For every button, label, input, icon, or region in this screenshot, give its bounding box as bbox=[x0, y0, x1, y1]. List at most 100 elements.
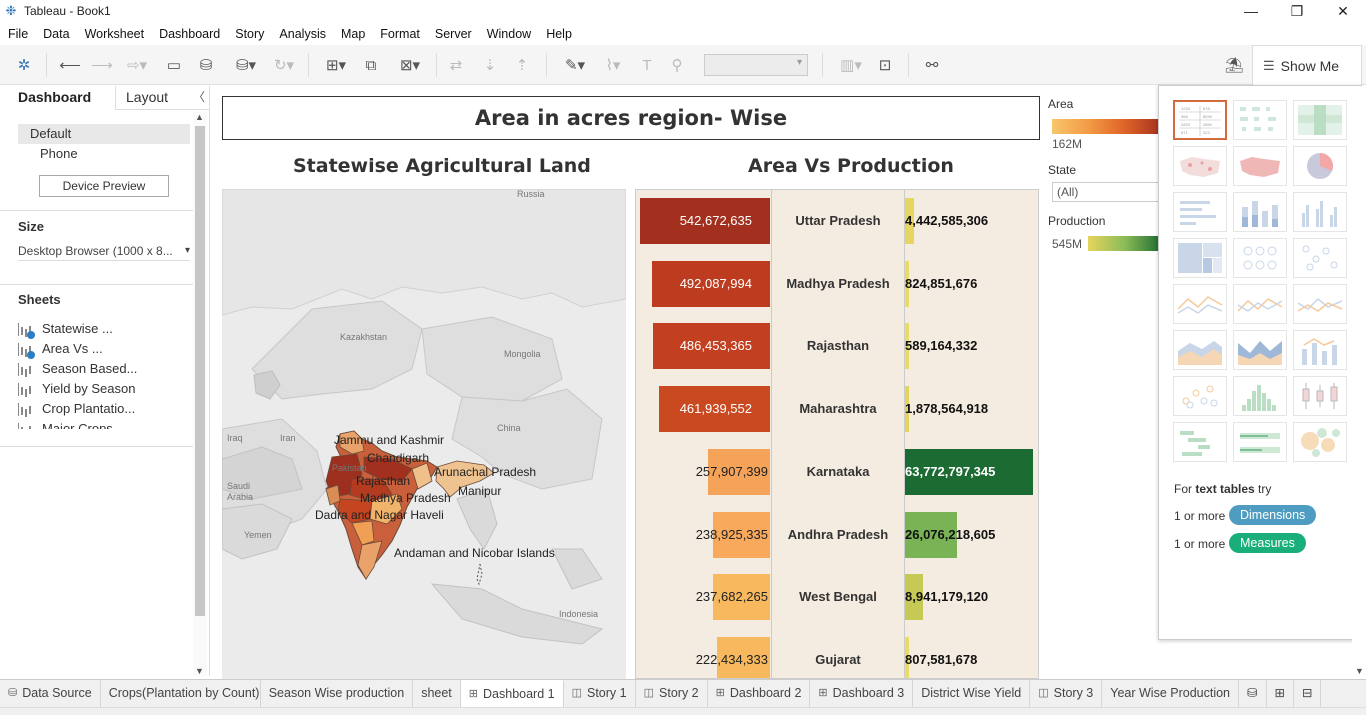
maximize-button[interactable]: ❐ bbox=[1290, 2, 1304, 19]
sheet-item[interactable]: Statewise ... bbox=[18, 319, 190, 339]
production-color-legend[interactable] bbox=[1088, 236, 1162, 251]
highlight-table-chart-icon[interactable] bbox=[1293, 100, 1347, 140]
replay-icon[interactable]: ⇨▾ bbox=[126, 57, 148, 74]
paint-roller-icon[interactable]: ⛱ bbox=[1224, 57, 1244, 74]
sheet-tab[interactable]: District Wise Yield bbox=[913, 679, 1031, 708]
show-labels-icon[interactable]: T bbox=[642, 56, 652, 74]
presentation-mode-icon[interactable]: ⊡ bbox=[878, 57, 892, 74]
histogram-chart-icon[interactable] bbox=[1233, 376, 1287, 416]
production-bar[interactable] bbox=[905, 323, 909, 370]
sheet-tab[interactable]: ◫ Story 1 bbox=[564, 679, 636, 708]
horizontal-bar-chart-icon[interactable] bbox=[1173, 192, 1227, 232]
duplicate-icon[interactable]: ⧉ bbox=[365, 56, 377, 74]
area-color-legend[interactable] bbox=[1052, 119, 1162, 134]
fix-axes-icon[interactable]: ⚲ bbox=[671, 57, 683, 74]
area-bar[interactable] bbox=[640, 198, 770, 244]
sheet-tab[interactable]: ⊞ Dashboard 2 bbox=[708, 679, 811, 708]
tableau-home-icon[interactable]: ✲ bbox=[17, 57, 31, 74]
sheet-item[interactable]: Area Vs ... bbox=[18, 339, 190, 359]
group-members-icon[interactable]: ⌇▾ bbox=[605, 57, 621, 74]
side-by-side-circles-chart-icon[interactable] bbox=[1293, 238, 1347, 278]
sheet-tab[interactable]: ◫ Story 3 bbox=[1030, 679, 1103, 708]
menu-dashboard[interactable]: Dashboard bbox=[159, 27, 221, 41]
tab-layout[interactable]: Layout bbox=[115, 86, 195, 109]
production-bar[interactable] bbox=[905, 448, 1033, 495]
text-table-chart-icon[interactable]: 1234 678 368 8539 2829 2850 871 323 bbox=[1173, 100, 1227, 140]
canvas-scrollbar[interactable]: ▼ bbox=[1352, 86, 1366, 676]
new-data-source-tab-icon[interactable]: ⛁ bbox=[1239, 679, 1267, 708]
sheet-item[interactable]: Crop Plantatio... bbox=[18, 399, 190, 419]
pie-chart-icon[interactable] bbox=[1293, 146, 1347, 186]
dual-line-chart-icon[interactable] bbox=[1293, 284, 1347, 324]
production-bar[interactable] bbox=[905, 260, 909, 307]
box-whisker-chart-icon[interactable] bbox=[1293, 376, 1347, 416]
pause-updates-icon[interactable]: ⛁▾ bbox=[235, 57, 257, 74]
scatter-plot-chart-icon[interactable] bbox=[1173, 376, 1227, 416]
sheet-item[interactable]: Major Crops bbox=[18, 419, 190, 429]
dual-combination-chart-icon[interactable] bbox=[1293, 330, 1347, 370]
fit-dropdown[interactable] bbox=[704, 54, 808, 76]
sheet-tab[interactable]: ⛁ Data Source bbox=[0, 679, 101, 708]
share-icon[interactable]: ⚯ bbox=[925, 57, 939, 74]
device-phone[interactable]: Phone bbox=[40, 146, 78, 161]
menu-analysis[interactable]: Analysis bbox=[279, 27, 326, 41]
treemap-chart-icon[interactable] bbox=[1173, 238, 1227, 278]
sort-descending-icon[interactable]: ⇡ bbox=[515, 57, 529, 74]
clear-sheet-icon[interactable]: ⊠▾ bbox=[399, 57, 421, 74]
area-vs-production-chart[interactable]: 542,672,635 Uttar Pradesh 4,442,585,306 492… bbox=[635, 189, 1039, 679]
area-bar[interactable] bbox=[713, 574, 770, 621]
sheet-tab[interactable]: Season Wise production bbox=[261, 679, 414, 708]
new-worksheet-tab-icon[interactable]: ⊞ bbox=[1267, 679, 1294, 708]
sheet-tab[interactable]: ◫ Story 2 bbox=[636, 679, 708, 708]
symbol-map-chart-icon[interactable] bbox=[1173, 146, 1227, 186]
minimize-button[interactable]: — bbox=[1244, 3, 1258, 19]
sort-ascending-icon[interactable]: ⇣ bbox=[483, 57, 497, 74]
state-filter-dropdown[interactable]: (All) bbox=[1052, 182, 1162, 202]
close-button[interactable]: ✕ bbox=[1337, 2, 1349, 19]
sheet-tab[interactable]: ⊞ Dashboard 3 bbox=[810, 679, 914, 708]
device-preview-button[interactable]: Device Preview bbox=[39, 175, 169, 197]
line-chart-discrete-icon[interactable] bbox=[1233, 284, 1287, 324]
new-data-source-icon[interactable]: ⛁ bbox=[199, 57, 213, 74]
area-chart-continuous-icon[interactable] bbox=[1173, 330, 1227, 370]
left-pane-scrollbar[interactable]: ▲ ▼ bbox=[193, 112, 207, 676]
sheet-item[interactable]: Season Based... bbox=[18, 359, 190, 379]
menu-server[interactable]: Server bbox=[434, 27, 472, 41]
production-bar[interactable] bbox=[905, 386, 909, 433]
area-bar[interactable] bbox=[712, 511, 770, 558]
device-default[interactable]: Default bbox=[18, 124, 190, 144]
area-bar[interactable] bbox=[716, 636, 770, 678]
sheet-tab[interactable]: sheet bbox=[413, 679, 461, 708]
tab-dashboard[interactable]: Dashboard bbox=[0, 86, 115, 110]
area-bar[interactable] bbox=[659, 386, 770, 433]
area-chart-discrete-icon[interactable] bbox=[1233, 330, 1287, 370]
line-chart-continuous-icon[interactable] bbox=[1173, 284, 1227, 324]
highlight-icon[interactable]: ✎▾ bbox=[564, 57, 586, 74]
filled-map-chart-icon[interactable] bbox=[1233, 146, 1287, 186]
menu-data[interactable]: Data bbox=[43, 27, 70, 41]
menu-map[interactable]: Map bbox=[340, 27, 366, 41]
stacked-bar-chart-icon[interactable] bbox=[1233, 192, 1287, 232]
packed-bubbles-chart-icon[interactable] bbox=[1293, 422, 1347, 462]
sheet-tab[interactable]: Year Wise Production bbox=[1102, 679, 1240, 708]
circle-view-chart-icon[interactable] bbox=[1233, 238, 1287, 278]
area-bar[interactable] bbox=[708, 448, 770, 495]
menu-format[interactable]: Format bbox=[380, 27, 420, 41]
statewise-map[interactable]: Russia Kazakhstan Mongolia China Iraq Ir… bbox=[222, 189, 626, 679]
redo-icon[interactable]: ⟶ bbox=[91, 57, 113, 74]
area-bar[interactable] bbox=[652, 260, 770, 307]
undo-icon[interactable]: ⟵ bbox=[59, 57, 81, 74]
menu-file[interactable]: File bbox=[8, 27, 29, 41]
side-by-side-bar-chart-icon[interactable] bbox=[1293, 192, 1347, 232]
refresh-icon[interactable]: ↻▾ bbox=[273, 57, 295, 74]
scroll-down-icon[interactable]: ▼ bbox=[1355, 666, 1364, 676]
menu-window[interactable]: Window bbox=[486, 27, 532, 41]
menu-help[interactable]: Help bbox=[546, 27, 572, 41]
production-bar[interactable] bbox=[905, 574, 923, 621]
production-bar[interactable] bbox=[905, 636, 909, 678]
size-dropdown[interactable]: Desktop Browser (1000 x 8... bbox=[18, 241, 190, 261]
menu-worksheet[interactable]: Worksheet bbox=[84, 27, 145, 41]
production-bar[interactable] bbox=[905, 511, 958, 558]
scroll-down-icon[interactable]: ▼ bbox=[195, 666, 204, 676]
production-bar[interactable] bbox=[905, 198, 914, 244]
